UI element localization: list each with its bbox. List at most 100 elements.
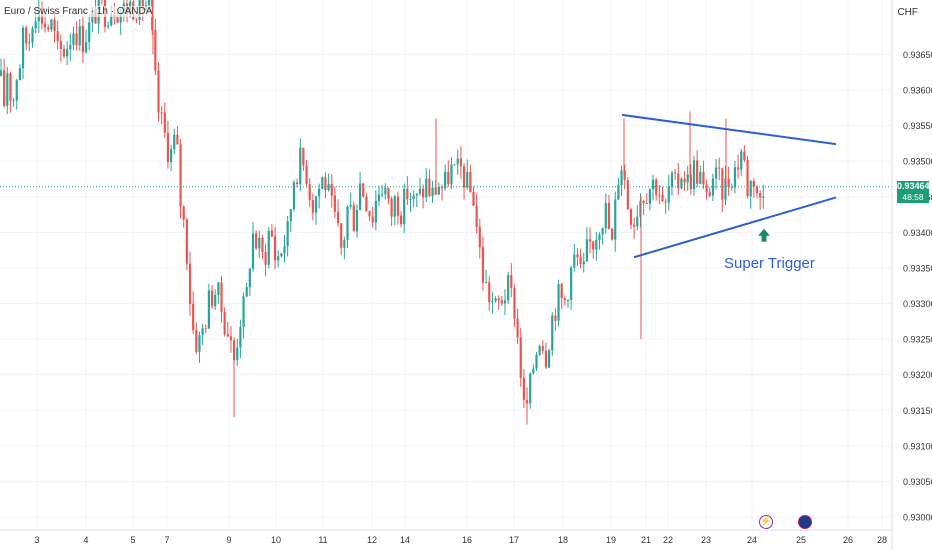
lightning-event-icon[interactable]: ⚡ <box>759 515 773 529</box>
candle-body <box>642 200 645 204</box>
candle-body <box>730 186 733 188</box>
candle-body <box>248 268 251 288</box>
candle-body <box>359 183 362 210</box>
currency-label[interactable]: CHF <box>897 7 918 18</box>
candle-body <box>689 174 692 190</box>
candle-body <box>529 373 532 404</box>
candle-body <box>110 15 113 26</box>
candle-body <box>44 23 47 28</box>
candle-body <box>664 201 667 203</box>
candle-body <box>141 0 144 11</box>
candle-body <box>377 194 381 201</box>
candle-body <box>680 178 683 189</box>
x-tick-label: 22 <box>663 535 673 545</box>
candle-body <box>544 350 548 368</box>
x-tick-label: 3 <box>34 535 39 545</box>
candle-body <box>349 205 352 207</box>
candle-body <box>478 226 481 248</box>
candle-body <box>601 228 604 235</box>
candle-body <box>437 186 440 195</box>
candle-body <box>267 230 270 265</box>
candle-body <box>658 194 661 196</box>
overlays <box>0 113 892 259</box>
candle-body <box>607 202 611 229</box>
candle-body <box>648 189 651 204</box>
candle-body <box>305 165 308 185</box>
candle-body <box>472 191 475 206</box>
x-tick-label: 25 <box>796 535 806 545</box>
candle-body <box>500 300 503 304</box>
candle-body <box>629 209 633 225</box>
candle-body <box>535 354 538 369</box>
x-tick-label: 5 <box>130 535 135 545</box>
x-tick-label: 10 <box>271 535 281 545</box>
candle-body <box>617 185 620 200</box>
candle-body <box>217 282 220 295</box>
candle-body <box>182 206 185 220</box>
candle-body <box>670 172 674 187</box>
candle-body <box>645 203 648 204</box>
candle-body <box>289 209 292 222</box>
candle-body <box>21 27 25 69</box>
x-tick-label: 18 <box>558 535 568 545</box>
symbol-title[interactable]: Euro / Swiss Franc · 1h · OANDA <box>4 6 153 17</box>
candle-body <box>371 216 374 223</box>
candle-body <box>195 330 198 352</box>
candle-body <box>510 275 513 289</box>
candle-body <box>705 184 708 193</box>
candle-body <box>327 184 330 191</box>
super-trigger-annotation[interactable]: Super Trigger <box>724 255 815 272</box>
candle-body <box>59 40 62 49</box>
x-tick-label: 4 <box>83 535 88 545</box>
candle-body <box>743 151 746 160</box>
candle-body <box>711 178 714 196</box>
candle-body <box>481 247 485 283</box>
candle-body <box>147 0 151 6</box>
candle-body <box>403 188 406 225</box>
candle-body <box>368 211 371 217</box>
candle-body <box>198 334 201 352</box>
candle-body <box>563 298 566 301</box>
candle-body <box>636 216 639 227</box>
candle-body <box>56 31 59 41</box>
candle-body <box>588 239 592 242</box>
candle-body <box>176 134 179 145</box>
candle-body <box>340 223 343 248</box>
candle-body <box>418 188 422 194</box>
candle-body <box>264 252 267 265</box>
candle-body <box>280 253 283 257</box>
candle-body <box>450 164 453 185</box>
candle-body <box>692 160 696 190</box>
x-tick-label: 23 <box>701 535 711 545</box>
candle-body <box>406 188 409 200</box>
candle-body <box>296 182 299 185</box>
candle-body <box>409 198 412 200</box>
x-tick-label: 24 <box>747 535 757 545</box>
up-arrow-icon <box>758 228 770 242</box>
candle-body <box>667 186 670 203</box>
candle-body <box>611 228 614 240</box>
candle-body <box>15 80 18 101</box>
economic-event-icon[interactable] <box>798 515 812 529</box>
candle-body <box>255 233 258 249</box>
candle-body <box>661 194 664 202</box>
candle-body <box>462 166 466 188</box>
x-tick-label: 7 <box>164 535 169 545</box>
candle-body <box>554 315 557 321</box>
candle-body <box>214 294 217 307</box>
x-tick-label: 26 <box>843 535 853 545</box>
candle-body <box>431 187 434 196</box>
candle-body <box>604 202 607 229</box>
candle-body <box>154 29 157 71</box>
candle-body <box>415 193 418 196</box>
